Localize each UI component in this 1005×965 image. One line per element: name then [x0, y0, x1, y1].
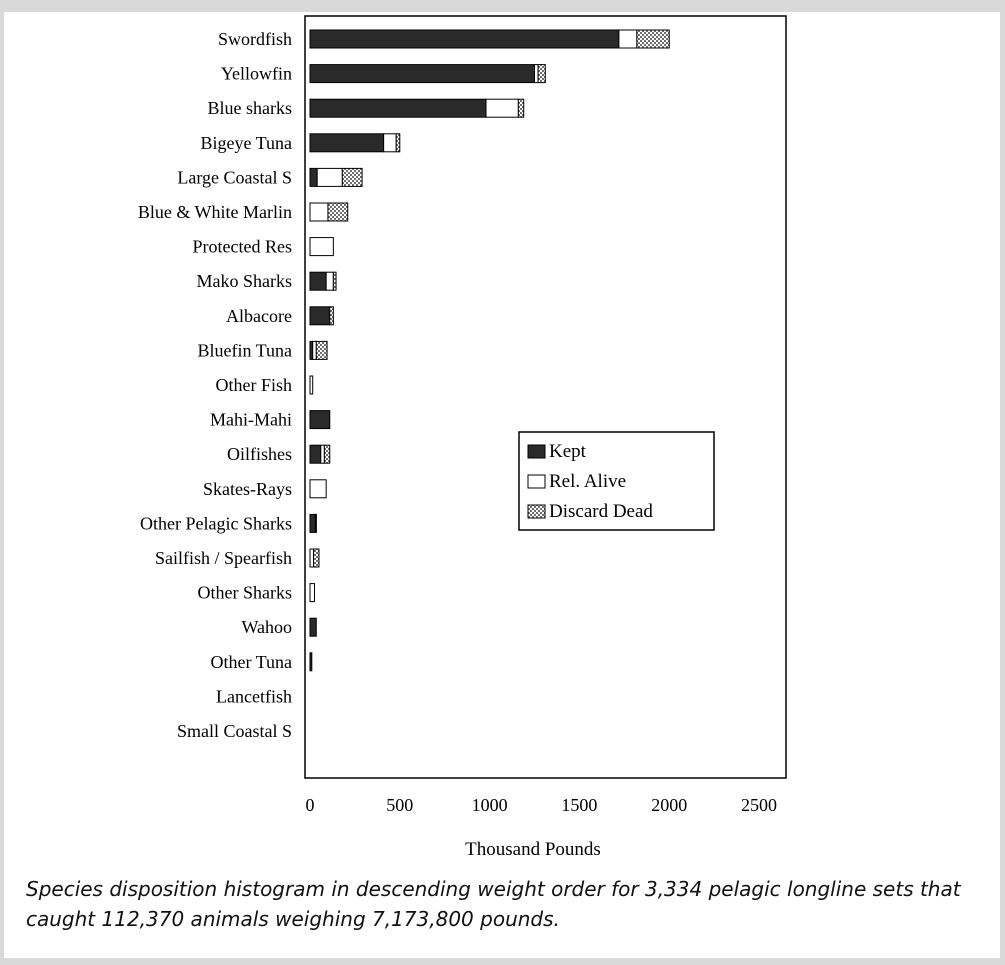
x-tick-label: 0 — [306, 795, 315, 815]
bar-segment-discard-dead — [341, 167, 363, 187]
bar-segment-discard-dead — [332, 271, 337, 291]
bar-segment-kept — [309, 617, 317, 637]
category-label: Albacore — [226, 306, 292, 326]
bar-segment-kept — [309, 306, 331, 326]
category-label: Mako Sharks — [197, 271, 293, 291]
bar-segment-rel-alive — [309, 479, 327, 499]
bar-segment-rel-alive — [309, 375, 314, 395]
bar-segment-rel-alive — [316, 167, 343, 187]
category-label: Yellowfin — [221, 64, 292, 84]
bar-segment-discard-dead — [315, 340, 328, 360]
legend-label: Discard Dead — [549, 501, 653, 522]
legend-label: Rel. Alive — [549, 471, 626, 492]
bar-segment-rel-alive — [309, 548, 315, 568]
category-label: Small Coastal S — [177, 721, 292, 741]
bar-segment-kept — [309, 167, 318, 187]
category-label: Skates-Rays — [203, 479, 292, 499]
species-disposition-chart: Swordfish Yellowfin Blue sharks Bigeye Tuna… — [138, 15, 787, 860]
bar-segment-rel-alive — [320, 444, 325, 464]
bar-segment-discard-dead — [329, 306, 334, 326]
bar-segment-discard-dead — [395, 133, 401, 153]
category-label: Lancetfish — [216, 686, 292, 706]
x-tick-label: 500 — [386, 795, 413, 815]
bar-segment-kept — [309, 271, 327, 291]
bar-segment-kept — [309, 64, 535, 84]
category-label: Blue sharks — [208, 98, 293, 118]
x-tick-label: 1500 — [561, 795, 597, 815]
bar-segment-kept — [309, 513, 316, 533]
category-label: Protected Res — [193, 237, 292, 257]
figure-caption: Species disposition histogram in descend… — [26, 877, 961, 931]
bar-segment-rel-alive — [312, 340, 317, 360]
bar-segment-kept — [309, 652, 313, 672]
bar-segment-discard-dead — [517, 98, 525, 118]
category-label: Swordfish — [218, 29, 292, 49]
bar-segment-rel-alive — [309, 202, 329, 222]
bar-segment-rel-alive — [534, 64, 539, 84]
category-label: Wahoo — [241, 617, 292, 637]
x-tick-label: 1000 — [472, 795, 508, 815]
bar-segment-rel-alive — [383, 133, 397, 153]
category-label: Bluefin Tuna — [197, 340, 292, 360]
x-axis-title: Thousand Pounds — [465, 839, 601, 860]
category-label: Other Pelagic Sharks — [140, 513, 292, 533]
bar-segment-discard-dead — [313, 548, 320, 568]
bar-segment-kept — [309, 98, 487, 118]
category-label: Oilfishes — [227, 444, 292, 464]
bar-segment-discard-dead — [323, 444, 331, 464]
legend-swatch — [527, 474, 546, 489]
bar-segment-discard-dead — [537, 64, 546, 84]
legend-swatch — [527, 504, 546, 519]
category-label: Blue & White Marlin — [138, 202, 292, 222]
category-label: Other Fish — [216, 375, 293, 395]
bar-segment-rel-alive — [309, 583, 315, 603]
bar-segment-kept — [309, 29, 620, 49]
category-label: Other Sharks — [198, 583, 292, 603]
legend-label: Kept — [549, 441, 587, 462]
bar-segment-kept — [309, 444, 322, 464]
bar-segment-kept — [309, 410, 331, 430]
legend-box — [518, 431, 715, 531]
category-label: Sailfish / Spearfish — [155, 548, 292, 568]
bar-segment-rel-alive — [485, 98, 519, 118]
bar-segment-kept — [309, 133, 385, 153]
bar-segment-discard-dead — [636, 29, 670, 49]
category-label: Large Coastal S — [177, 167, 292, 187]
bar-segment-rel-alive — [309, 237, 334, 257]
legend-swatch — [527, 444, 546, 459]
bar-segment-discard-dead — [327, 202, 349, 222]
plot-frame — [304, 15, 787, 779]
figure-panel: Swordfish Yellowfin Blue sharks Bigeye Tuna… — [4, 12, 1000, 958]
bar-segment-rel-alive — [314, 513, 317, 533]
category-label: Other Tuna — [210, 652, 292, 672]
bar-segment-rel-alive — [618, 29, 638, 49]
x-tick-label: 2000 — [651, 795, 687, 815]
bar-segment-rel-alive — [325, 271, 334, 291]
x-tick-label: 2500 — [741, 795, 777, 815]
category-label: Bigeye Tuna — [200, 133, 292, 153]
category-label: Mahi-Mahi — [210, 410, 292, 430]
